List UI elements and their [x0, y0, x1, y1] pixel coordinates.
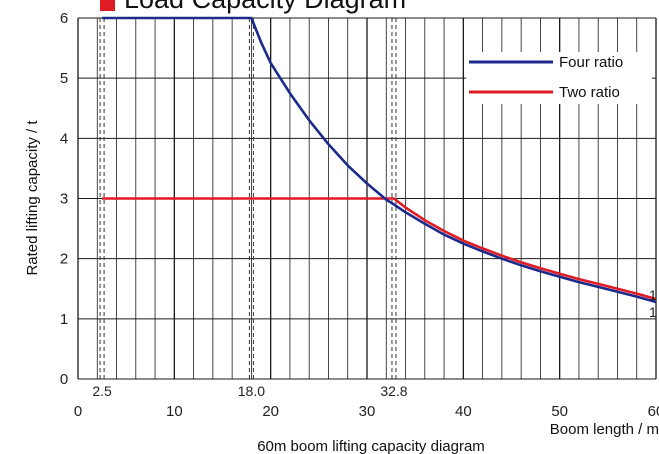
end-label-two-ratio: 1	[649, 287, 657, 303]
legend-label-four-ratio: Four ratio	[559, 54, 623, 71]
y-axis-label: Rated lifting capacity / t	[24, 120, 41, 276]
y-tick-label: 6	[60, 10, 68, 27]
boom-length-markers: 2.5 18.0 32.8	[92, 18, 408, 399]
series-line-two-ratio	[102, 197, 657, 301]
y-tick-label: 0	[60, 371, 68, 388]
x-tick-label: 30	[359, 403, 376, 420]
end-label-four-ratio: 1	[649, 304, 657, 320]
y-tick-label: 4	[60, 130, 68, 147]
chart-caption: 60m boom lifting capacity diagram	[257, 438, 485, 454]
y-tick-label: 5	[60, 70, 68, 87]
y-tick-label: 3	[60, 191, 68, 208]
series-line-four-ratio	[102, 16, 657, 304]
x-tick-label: 40	[455, 403, 472, 420]
x-tick-label: 20	[262, 403, 279, 420]
x-tick-label: 10	[166, 403, 183, 420]
title-bullet-icon	[100, 0, 115, 11]
chart-title: Load Capacity Diagram	[124, 0, 406, 14]
y-tick-label: 1	[60, 311, 68, 328]
x-tick-label: 50	[551, 403, 568, 420]
x-axis-label: Boom length / m	[550, 421, 659, 438]
x-marker-label: 18.0	[238, 383, 265, 399]
legend: Four ratio Two ratio	[466, 52, 652, 104]
axis-ticks: 0 10 20 30 40 50 60 0 1 2 3 4 5 6	[60, 10, 659, 420]
series-lines	[102, 16, 657, 304]
y-tick-label: 2	[60, 251, 68, 268]
x-marker-label: 2.5	[92, 383, 112, 399]
x-marker-label: 32.8	[380, 383, 407, 399]
x-tick-label: 60	[648, 403, 659, 420]
x-tick-label: 0	[74, 403, 82, 420]
legend-label-two-ratio: Two ratio	[559, 84, 620, 101]
